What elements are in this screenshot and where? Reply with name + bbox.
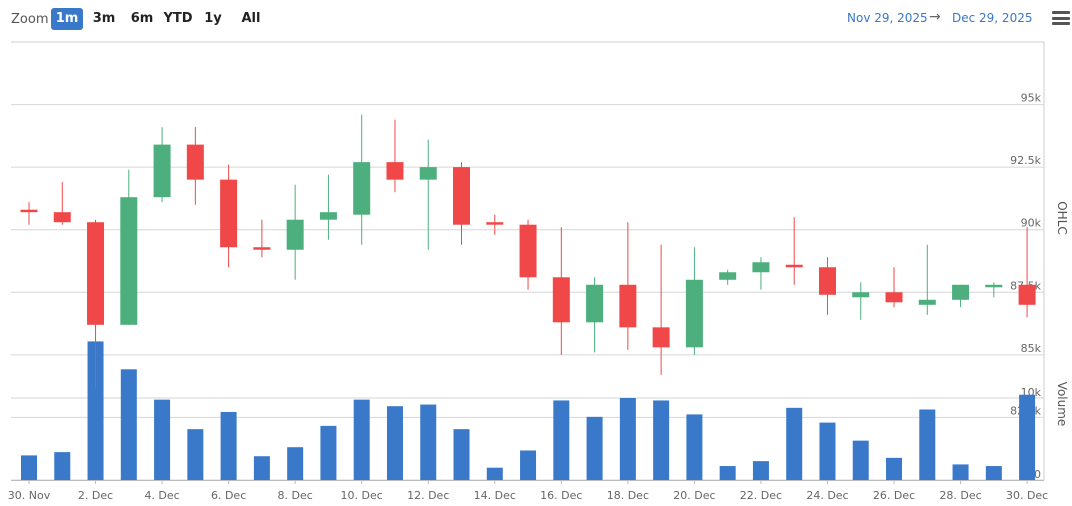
volume-bar xyxy=(486,467,503,480)
volume-bar xyxy=(220,411,237,480)
range-arrow-icon: → xyxy=(929,9,941,25)
candle-body xyxy=(253,247,271,250)
candle-body xyxy=(87,222,105,325)
price-tick-label: 95k xyxy=(1021,92,1042,105)
volume-bar xyxy=(553,400,570,480)
volume-bar xyxy=(719,466,736,480)
volume-bar xyxy=(154,399,171,480)
volume-bar xyxy=(187,429,204,480)
candle-body xyxy=(985,284,1003,288)
volume-bar xyxy=(253,456,270,480)
candle-body xyxy=(419,167,437,180)
volume-bar xyxy=(386,406,403,480)
price-tick-label: 92.5k xyxy=(1010,154,1041,167)
candle-body xyxy=(53,212,71,223)
candle-body xyxy=(386,162,404,180)
candle-body xyxy=(785,264,803,268)
zoom-ytd-button[interactable]: YTD xyxy=(163,11,193,26)
zoom-1m-button[interactable]: 1m xyxy=(51,8,83,30)
candle-body xyxy=(586,284,604,323)
volume-bar xyxy=(453,429,470,480)
candle-body xyxy=(752,262,770,273)
candle-body xyxy=(153,144,171,198)
candle-body xyxy=(652,327,670,348)
volume-bar xyxy=(21,455,37,480)
candle-body xyxy=(220,179,238,248)
price-tick-label: 85k xyxy=(1021,342,1042,355)
volume-tick-label: 0 xyxy=(1034,468,1041,481)
volume-bar xyxy=(287,447,304,480)
candle-body xyxy=(486,222,504,225)
candle-body xyxy=(519,224,537,278)
candle-body xyxy=(918,299,936,305)
volume-bar xyxy=(54,452,71,480)
volume-axis-title: Volume xyxy=(1055,382,1069,427)
range-selector-toolbar: Zoom 1m 3m 6m YTD 1y All Nov 29, 2025 → … xyxy=(0,0,1072,38)
volume-bar xyxy=(586,416,603,480)
volume-bar xyxy=(353,399,370,480)
zoom-label: Zoom xyxy=(11,12,49,27)
volume-bar xyxy=(420,404,437,480)
candle-body xyxy=(619,284,637,328)
candle-body xyxy=(186,144,204,180)
volume-bar xyxy=(985,466,1002,480)
zoom-6m-button[interactable]: 6m xyxy=(130,11,154,26)
volume-bar xyxy=(653,400,670,480)
x-tick-label: 12. Dec xyxy=(407,489,449,502)
x-tick-label: 2. Dec xyxy=(78,489,113,502)
volume-bar xyxy=(520,450,537,480)
candle-body xyxy=(120,197,138,325)
x-tick-label: 30. Nov xyxy=(8,489,51,502)
x-tick-label: 22. Dec xyxy=(740,489,782,502)
candle-body xyxy=(286,219,304,250)
zoom-3m-button[interactable]: 3m xyxy=(92,11,116,26)
volume-bar xyxy=(87,341,104,480)
volume-bar xyxy=(952,464,969,480)
x-tick-label: 18. Dec xyxy=(607,489,649,502)
x-tick-label: 14. Dec xyxy=(474,489,516,502)
candle-body xyxy=(952,284,970,300)
volume-bar xyxy=(686,414,703,480)
volume-bar xyxy=(919,409,936,480)
candle-body xyxy=(552,277,570,323)
range-to-input[interactable]: Dec 29, 2025 xyxy=(952,11,1033,25)
candle-body xyxy=(818,267,836,295)
x-tick-label: 30. Dec xyxy=(1006,489,1048,502)
x-tick-label: 10. Dec xyxy=(341,489,383,502)
volume-bar xyxy=(786,407,803,480)
volume-bar xyxy=(1019,394,1036,480)
x-tick-label: 8. Dec xyxy=(278,489,313,502)
range-from-input[interactable]: Nov 29, 2025 xyxy=(847,11,928,25)
x-tick-label: 28. Dec xyxy=(939,489,981,502)
candle-body xyxy=(885,292,903,303)
hamburger-menu-icon[interactable] xyxy=(1052,11,1070,25)
volume-bar xyxy=(819,422,836,480)
x-tick-label: 6. Dec xyxy=(211,489,246,502)
candle-body xyxy=(353,162,371,215)
x-tick-label: 24. Dec xyxy=(806,489,848,502)
candle-body xyxy=(319,212,337,220)
candle-body xyxy=(20,209,38,213)
volume-bar xyxy=(320,425,337,480)
x-tick-label: 16. Dec xyxy=(540,489,582,502)
candle-body xyxy=(1018,284,1036,305)
volume-bar xyxy=(120,369,137,480)
volume-bar xyxy=(886,457,903,480)
candle-body xyxy=(852,292,870,298)
x-tick-label: 4. Dec xyxy=(144,489,179,502)
price-axis-title: OHLC xyxy=(1055,201,1069,235)
candle-body xyxy=(719,272,737,280)
zoom-1y-button[interactable]: 1y xyxy=(204,11,222,26)
candle-body xyxy=(685,279,703,348)
zoom-all-button[interactable]: All xyxy=(241,11,261,26)
x-tick-label: 20. Dec xyxy=(673,489,715,502)
candle-body xyxy=(453,167,471,225)
volume-bar xyxy=(852,440,869,480)
volume-bar xyxy=(619,398,636,480)
x-tick-label: 26. Dec xyxy=(873,489,915,502)
price-tick-label: 90k xyxy=(1021,217,1042,230)
volume-bar xyxy=(752,461,769,480)
